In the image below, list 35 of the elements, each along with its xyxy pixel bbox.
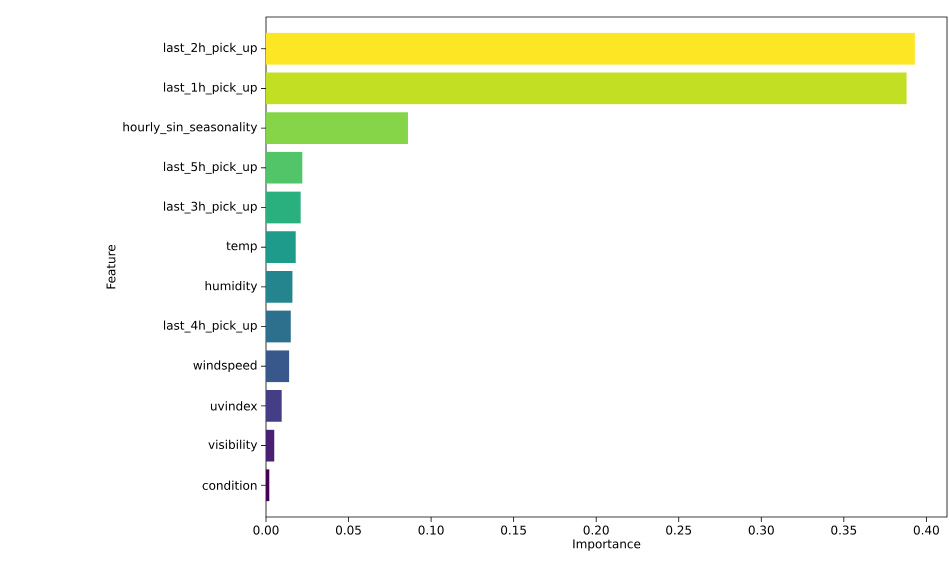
y-tick-label: last_4h_pick_up (164, 320, 257, 332)
y-tick-label: windspeed (193, 360, 256, 372)
bar (266, 469, 270, 502)
bar (266, 350, 290, 382)
x-tick-label: 0.00 (253, 526, 279, 535)
y-tick-label: last_1h_pick_up (164, 82, 257, 94)
bar (266, 310, 291, 342)
x-tick-label: 0.20 (584, 526, 609, 535)
x-tick-label: 0.15 (501, 526, 526, 535)
bar (266, 192, 301, 224)
y-axis-title: Feature (106, 244, 116, 288)
y-tick-label: temp (226, 242, 257, 253)
x-axis-title: Importance (573, 539, 640, 551)
x-tick-label: 0.30 (748, 526, 774, 535)
x-tick-label: 0.05 (336, 526, 361, 535)
y-tick-label: last_2h_pick_up (164, 42, 257, 55)
bar (266, 72, 907, 104)
x-tick-label: 0.25 (666, 526, 692, 535)
y-tick-label: visibility (208, 440, 258, 452)
y-tick-label: last_3h_pick_up (164, 202, 257, 214)
bar (266, 390, 282, 422)
x-tick-label: 0.10 (418, 526, 444, 535)
y-tick-label: uvindex (210, 401, 258, 411)
bar (266, 231, 296, 264)
bar (266, 32, 915, 65)
y-tick-label: last_5h_pick_up (164, 162, 257, 174)
x-tick-label: 0.35 (831, 526, 856, 535)
y-tick-label: condition (202, 480, 256, 490)
bar (266, 430, 274, 462)
x-tick-label: 0.40 (914, 526, 939, 535)
bar (266, 112, 408, 144)
y-tick-label: humidity (206, 281, 258, 293)
y-tick-label: hourly_sin_seasonality (123, 122, 258, 134)
bar (266, 270, 292, 303)
bar (266, 152, 302, 184)
